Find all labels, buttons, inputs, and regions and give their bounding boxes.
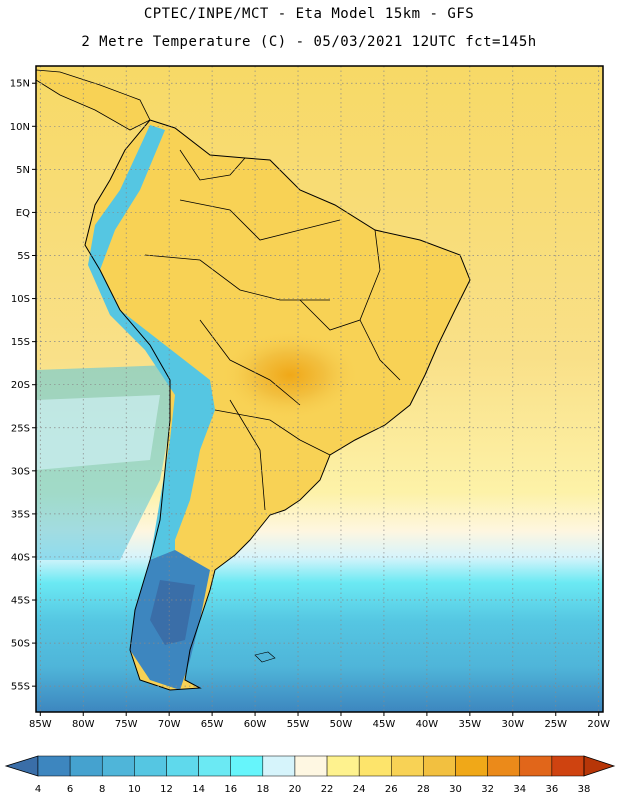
lon-label: 30W bbox=[501, 719, 524, 730]
hot-core-region bbox=[220, 330, 360, 420]
colorbar-segment bbox=[551, 755, 585, 777]
colorbar-segment bbox=[37, 755, 71, 777]
lat-label: 15N bbox=[10, 79, 30, 90]
lat-label: 35S bbox=[11, 509, 30, 520]
colorbar-segment bbox=[423, 755, 456, 777]
lat-label: 10S bbox=[11, 294, 30, 305]
graticule bbox=[36, 66, 603, 712]
lat-label: 5S bbox=[17, 251, 30, 262]
lon-label: 65W bbox=[201, 719, 224, 730]
latitude-labels: 15N 10N 5N EQ 5S 10S 15S 20S 25S 30S 35S 40S 45S 50S 5… bbox=[10, 79, 36, 693]
lon-label: 75W bbox=[115, 719, 138, 730]
lon-label: 25W bbox=[544, 719, 567, 730]
colorbar-segment bbox=[358, 755, 392, 777]
colorbar-tick-label: 36 bbox=[546, 784, 559, 795]
colorbar-tick-label: 6 bbox=[67, 784, 73, 795]
colorbar-tick-label: 12 bbox=[160, 784, 173, 795]
colorbar-arrow-high bbox=[583, 755, 616, 777]
lat-label: 5N bbox=[16, 165, 30, 176]
lat-label: 30S bbox=[11, 466, 30, 477]
colorbar-tick-label: 4 bbox=[35, 784, 41, 795]
map-title-line2: 2 Metre Temperature (C) - 05/03/2021 12U… bbox=[81, 34, 537, 50]
colorbar-segment bbox=[455, 755, 488, 777]
lat-label: 45S bbox=[11, 596, 30, 607]
lat-label: EQ bbox=[16, 208, 30, 219]
map-frame bbox=[35, 65, 604, 713]
colorbar-segment bbox=[230, 755, 264, 777]
colorbar-tick-label: 28 bbox=[417, 784, 430, 795]
lon-label: 45W bbox=[373, 719, 396, 730]
colorbar-tick-label: 30 bbox=[449, 784, 462, 795]
colorbar-segment bbox=[101, 755, 135, 777]
lat-label: 50S bbox=[11, 639, 30, 650]
colorbar-tick-label: 10 bbox=[128, 784, 141, 795]
colorbar-arrow-low bbox=[4, 755, 39, 777]
colorbar-tick-label: 20 bbox=[289, 784, 302, 795]
lon-label: 85W bbox=[29, 719, 52, 730]
central-america bbox=[36, 69, 151, 131]
lon-label: 50W bbox=[330, 719, 353, 730]
lon-label: 35W bbox=[459, 719, 482, 730]
country-borders bbox=[144, 149, 401, 511]
colorbar-segment bbox=[134, 755, 167, 777]
lon-label: 20W bbox=[587, 719, 610, 730]
colorbar-segment bbox=[326, 755, 360, 777]
lon-label: 70W bbox=[158, 719, 181, 730]
colorbar-tick-label: 26 bbox=[385, 784, 398, 795]
colorbar-segment bbox=[487, 755, 521, 777]
colorbar-tick-label: 18 bbox=[256, 784, 269, 795]
colorbar-tick-label: 24 bbox=[353, 784, 366, 795]
colorbar-tick-label: 14 bbox=[192, 784, 205, 795]
colorbar-segment bbox=[391, 755, 424, 777]
andes-cold-band bbox=[88, 125, 215, 560]
lon-label: 40W bbox=[416, 719, 439, 730]
falkland-islands bbox=[254, 651, 276, 663]
colorbar-segment bbox=[166, 755, 199, 777]
lon-label: 55W bbox=[287, 719, 310, 730]
lat-label: 10N bbox=[10, 122, 30, 133]
map-title-line1: CPTEC/INPE/MCT - Eta Model 15km - GFS bbox=[143, 6, 475, 22]
lon-label: 80W bbox=[72, 719, 95, 730]
lat-label: 55S bbox=[11, 682, 30, 693]
colorbar-tick-label: 32 bbox=[481, 784, 494, 795]
colorbar-tick-label: 8 bbox=[99, 784, 105, 795]
lat-label: 25S bbox=[11, 423, 30, 434]
colorbar-tick-label: 38 bbox=[578, 784, 591, 795]
colorbar-segment bbox=[198, 755, 231, 777]
colorbar: 4 6 8 10 12 14 16 18 20 22 24 26 28 30 32 34 36 38 bbox=[4, 755, 616, 795]
colorbar-tick-label: 34 bbox=[513, 784, 526, 795]
colorbar-segment bbox=[519, 755, 553, 777]
colorbar-segment bbox=[262, 755, 296, 777]
coastline bbox=[84, 119, 471, 691]
colorbar-segment bbox=[294, 755, 328, 777]
lon-label: 60W bbox=[244, 719, 267, 730]
lat-label: 40S bbox=[11, 552, 30, 563]
colorbar-tick-label: 22 bbox=[321, 784, 334, 795]
colorbar-segment bbox=[69, 755, 103, 777]
lat-label: 15S bbox=[11, 337, 30, 348]
lat-label: 20S bbox=[11, 380, 30, 391]
colorbar-tick-label: 16 bbox=[224, 784, 237, 795]
longitude-labels: 85W 80W 75W 70W 65W 60W 55W 50W 45W 40W 35W 30W 25W 2… bbox=[29, 712, 610, 730]
